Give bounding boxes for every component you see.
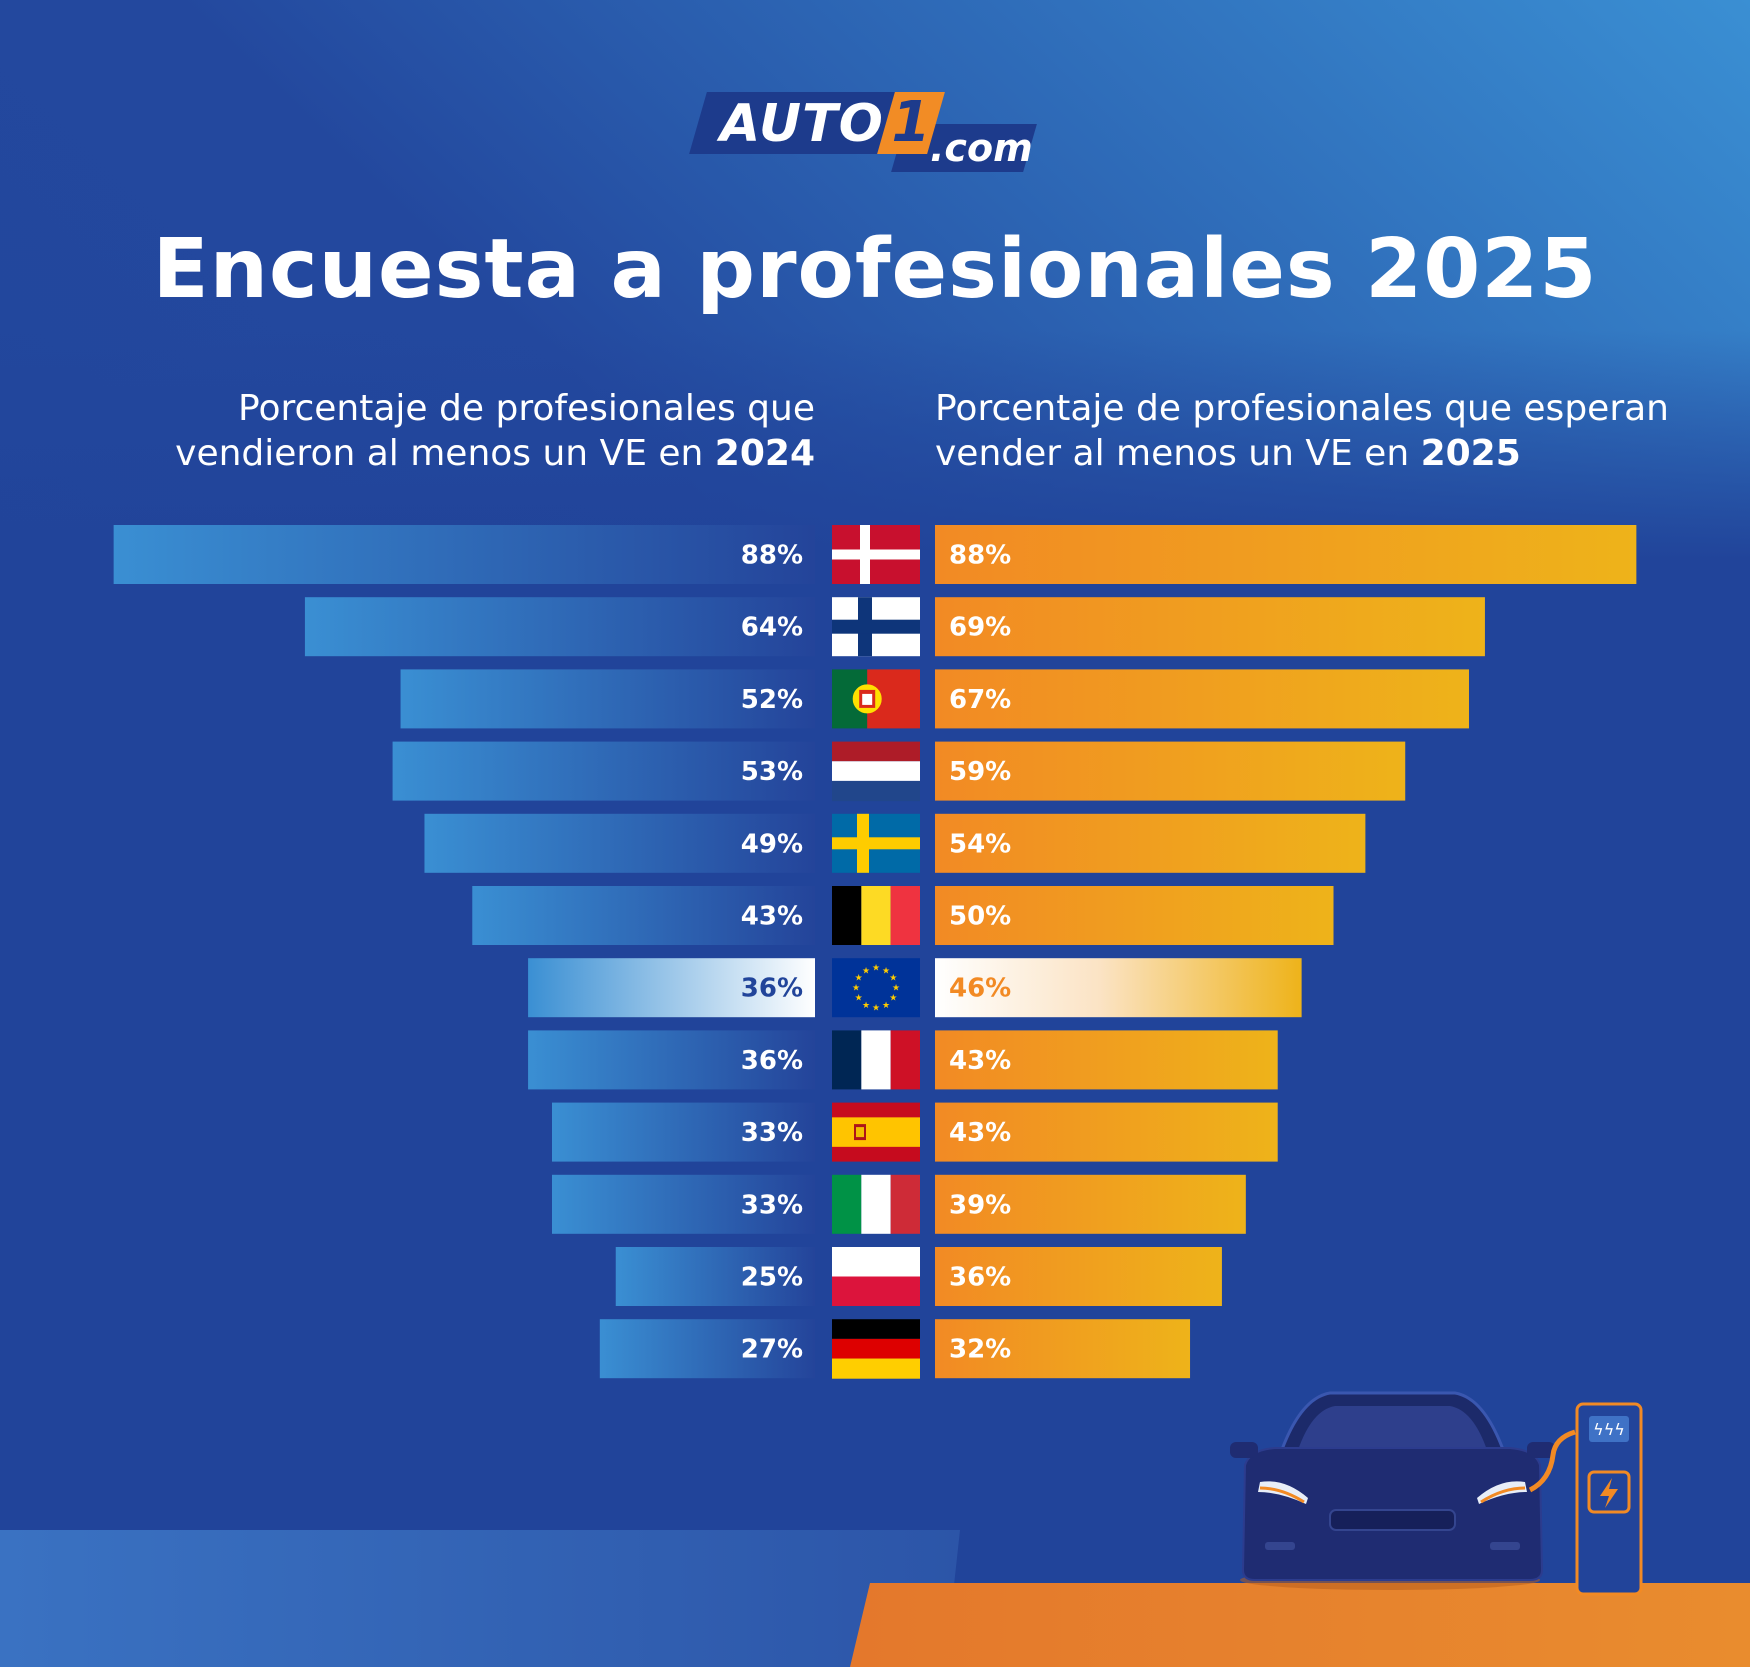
left-subtitle-line2: vendieron al menos un VE en (175, 433, 715, 474)
left-bar (615, 1247, 815, 1306)
flag-finland-icon (832, 597, 920, 657)
right-bar (935, 886, 1334, 945)
right-bar (935, 1247, 1222, 1306)
left-value-label: 49% (741, 829, 803, 859)
svg-text:★: ★ (855, 974, 863, 984)
left-subtitle-line1: Porcentaje de profesionales que (238, 388, 815, 429)
right-subtitle-line2: vender al menos un VE en (935, 433, 1421, 474)
right-bar (935, 525, 1637, 584)
right-value-label: 32% (949, 1335, 1011, 1365)
logo-domain: .com (930, 126, 1033, 170)
left-bar (551, 1174, 815, 1234)
svg-text:★: ★ (889, 994, 897, 1004)
svg-text:ϟϟϟ: ϟϟϟ (1593, 1420, 1625, 1439)
left-bar (528, 1030, 815, 1090)
right-value-label: 88% (949, 541, 1011, 571)
svg-text:★: ★ (855, 994, 863, 1004)
svg-text:★: ★ (882, 966, 890, 976)
flag-poland-icon (832, 1247, 920, 1306)
right-value-label: 54% (949, 829, 1011, 859)
svg-text:★: ★ (872, 1004, 880, 1014)
flag-eu-icon: ★★★★★★★★★ ★ ★★ (832, 958, 920, 1018)
right-bar (935, 1319, 1191, 1379)
left-value-label: 52% (741, 685, 803, 715)
electric-car-icon (1230, 1391, 1555, 1590)
svg-text:★: ★ (892, 984, 900, 994)
left-subtitle-year: 2024 (714, 433, 815, 474)
right-value-label: 46% (949, 974, 1011, 1004)
left-value-label: 43% (741, 902, 803, 932)
left-value-label: 36% (741, 1046, 803, 1076)
logo-number: 1 (891, 90, 931, 155)
charging-station-icon: ϟϟϟ (1528, 1402, 1643, 1596)
svg-text:★: ★ (872, 964, 880, 974)
right-bar (935, 741, 1406, 801)
left-bar (400, 669, 815, 729)
left-bar (113, 525, 815, 584)
right-subtitle-year: 2025 (1420, 433, 1521, 474)
right-bar (935, 1102, 1278, 1162)
right-bar (935, 1174, 1246, 1234)
flag-denmark-icon (832, 525, 920, 584)
right-bar (935, 1030, 1278, 1090)
right-subtitle: Porcentaje de profesionales que esperan … (935, 386, 1715, 476)
left-value-label: 36% (741, 974, 803, 1004)
flag-netherlands-icon (832, 741, 920, 802)
left-bar (424, 813, 815, 873)
bottom-blue-shape (0, 1530, 960, 1667)
page-title: Encuesta a profesionales 2025 (152, 222, 1598, 317)
right-value-label: 59% (949, 757, 1011, 787)
left-value-label: 33% (741, 1118, 803, 1148)
svg-text:★: ★ (852, 984, 860, 994)
flag-italy-icon (832, 1174, 920, 1234)
butterfly-bar-chart: 88% 88% 64% 69% 52% 67% 53% 59% 49% 54% 43% 50% 36% ★… (113, 525, 1637, 1379)
left-value-label: 27% (741, 1335, 803, 1365)
left-subtitle: Porcentaje de profesionales que vendiero… (135, 386, 815, 476)
right-bar (935, 813, 1366, 873)
lightning-bolt-icon (1600, 1478, 1618, 1508)
right-value-label: 69% (949, 613, 1011, 643)
left-value-label: 88% (741, 541, 803, 571)
right-bar (935, 669, 1469, 729)
left-value-label: 33% (741, 1190, 803, 1220)
flag-portugal-icon (832, 669, 920, 729)
flag-spain-icon (832, 1102, 920, 1162)
bottom-orange-ground (850, 1583, 1750, 1667)
right-value-label: 50% (949, 902, 1011, 932)
right-value-label: 36% (949, 1263, 1011, 1293)
left-bar (528, 958, 815, 1018)
left-value-label: 53% (741, 757, 803, 787)
svg-text:★: ★ (862, 1001, 870, 1011)
right-subtitle-line1: Porcentaje de profesionales que esperan (935, 388, 1669, 429)
right-value-label: 43% (949, 1118, 1011, 1148)
logo-text: AUTO (720, 94, 884, 154)
left-bar (472, 886, 815, 945)
left-bar (392, 741, 815, 801)
flag-sweden-icon (832, 813, 920, 873)
left-bar (599, 1319, 815, 1379)
svg-text:★: ★ (882, 1001, 890, 1011)
right-bar (935, 597, 1485, 657)
right-value-label: 39% (949, 1190, 1011, 1220)
left-bar (551, 1102, 815, 1162)
flag-france-icon (832, 1030, 920, 1090)
right-bar (935, 958, 1302, 1018)
svg-text:★: ★ (862, 966, 870, 976)
left-value-label: 25% (741, 1263, 803, 1293)
right-value-label: 43% (949, 1046, 1011, 1076)
left-value-label: 64% (741, 613, 803, 643)
auto1-logo: AUTO 1 .com (689, 88, 1060, 180)
svg-text:★: ★ (889, 974, 897, 984)
right-value-label: 67% (949, 685, 1011, 715)
flag-germany-icon (832, 1319, 920, 1379)
flag-belgium-icon (832, 886, 920, 945)
left-bar (304, 597, 815, 657)
